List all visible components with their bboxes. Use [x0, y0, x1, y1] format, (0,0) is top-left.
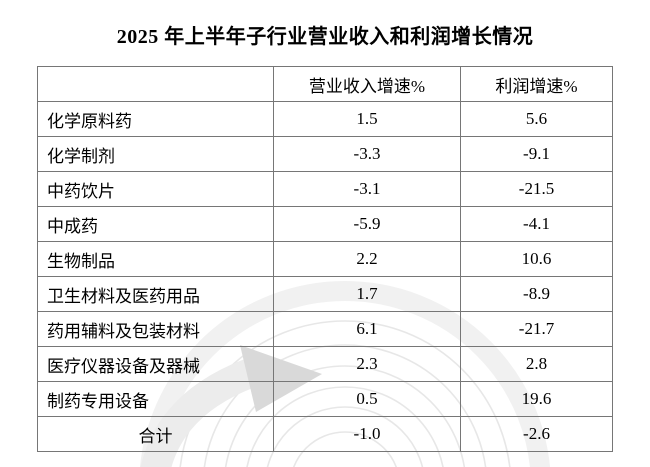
row-profit: 10.6 [460, 241, 613, 277]
table-row: 中成药 -5.9 -4.1 [37, 206, 613, 242]
row-profit: -9.1 [460, 136, 613, 172]
table-row: 中药饮片 -3.1 -21.5 [37, 171, 613, 207]
table-row: 化学原料药 1.5 5.6 [37, 101, 613, 137]
row-revenue: 2.3 [273, 346, 461, 382]
row-profit: -8.9 [460, 276, 613, 312]
col-header-industry [37, 66, 274, 102]
row-revenue: -3.3 [273, 136, 461, 172]
row-revenue: 2.2 [273, 241, 461, 277]
table-body: 化学原料药 1.5 5.6 化学制剂 -3.3 -9.1 中药饮片 -3.1 -… [37, 101, 613, 452]
table-header-row: 营业收入增速% 利润增速% [37, 66, 613, 102]
table-row: 制药专用设备 0.5 19.6 [37, 381, 613, 417]
data-table: 营业收入增速% 利润增速% 化学原料药 1.5 5.6 化学制剂 -3.3 -9… [37, 66, 613, 452]
table-row: 医疗仪器设备及器械 2.3 2.8 [37, 346, 613, 382]
row-revenue: 0.5 [273, 381, 461, 417]
row-revenue: -5.9 [273, 206, 461, 242]
row-label: 制药专用设备 [37, 381, 274, 417]
row-revenue: 1.5 [273, 101, 461, 137]
row-label: 化学制剂 [37, 136, 274, 172]
row-profit: -2.6 [460, 416, 613, 452]
table-row: 化学制剂 -3.3 -9.1 [37, 136, 613, 172]
row-label: 化学原料药 [37, 101, 274, 137]
row-label: 合计 [37, 416, 274, 452]
page-title: 2025 年上半年子行业营业收入和利润增长情况 [116, 26, 534, 48]
row-profit: 2.8 [460, 346, 613, 382]
table-row: 合计 -1.0 -2.6 [37, 416, 613, 452]
row-label: 药用辅料及包装材料 [37, 311, 274, 347]
col-header-revenue: 营业收入增速% [273, 66, 461, 102]
row-revenue: 1.7 [273, 276, 461, 312]
row-revenue: -3.1 [273, 171, 461, 207]
row-profit: -21.5 [460, 171, 613, 207]
table-row: 卫生材料及医药用品 1.7 -8.9 [37, 276, 613, 312]
row-profit: 5.6 [460, 101, 613, 137]
row-label: 生物制品 [37, 241, 274, 277]
table-row: 药用辅料及包装材料 6.1 -21.7 [37, 311, 613, 347]
table-row: 生物制品 2.2 10.6 [37, 241, 613, 277]
row-label: 医疗仪器设备及器械 [37, 346, 274, 382]
row-revenue: -1.0 [273, 416, 461, 452]
row-label: 中成药 [37, 206, 274, 242]
row-profit: 19.6 [460, 381, 613, 417]
col-header-profit: 利润增速% [460, 66, 613, 102]
row-label: 中药饮片 [37, 171, 274, 207]
row-profit: -4.1 [460, 206, 613, 242]
row-revenue: 6.1 [273, 311, 461, 347]
row-label: 卫生材料及医药用品 [37, 276, 274, 312]
row-profit: -21.7 [460, 311, 613, 347]
